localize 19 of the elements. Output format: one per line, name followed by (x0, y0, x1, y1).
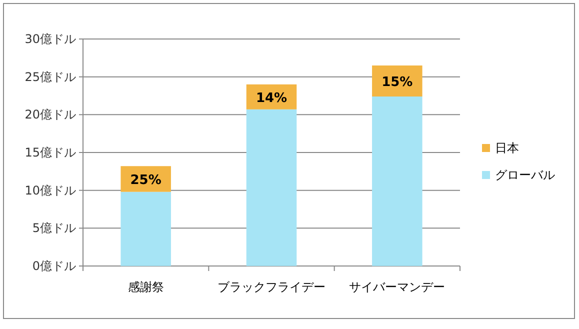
bar (246, 109, 297, 266)
x-tick-label: サイバーマンデー (349, 280, 446, 294)
y-tick-label: 25億ドル (24, 70, 76, 84)
annotation: 15% (382, 75, 413, 90)
y-tick-label: 10億ドル (24, 183, 76, 198)
legend-label: グローバル (495, 168, 555, 182)
x-tick-label: 感謝祭 (128, 280, 164, 294)
y-tick-label: 5億ドル (32, 221, 76, 236)
x-tick-label: ブラックフライデー (218, 280, 326, 294)
bar (372, 65, 422, 97)
y-tick-label: 30億ドル (24, 32, 76, 46)
legend-label: 日本 (495, 141, 519, 155)
y-tick-label: 15億ドル (24, 146, 76, 160)
bar (120, 192, 171, 266)
y-tick-label: 20億ドル (24, 108, 76, 122)
bar (372, 96, 422, 266)
annotation: 14% (256, 90, 288, 106)
y-tick-label: 0億ドル (32, 259, 76, 273)
annotation: 25% (130, 172, 162, 188)
